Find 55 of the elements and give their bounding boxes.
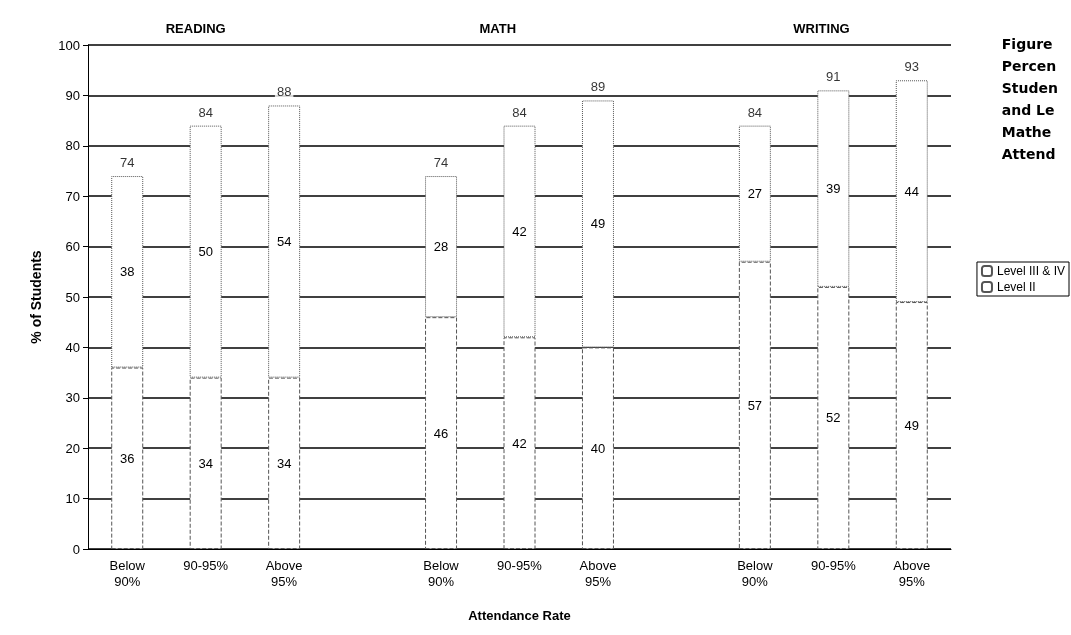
data-label: 52	[826, 410, 841, 426]
x-tick-label: Above 95%	[893, 557, 931, 589]
y-tick-label: 100	[58, 37, 80, 53]
x-tick-label: 90-95%	[497, 557, 543, 573]
x-tick-label: 90-95%	[810, 557, 857, 573]
total-label: 84	[198, 104, 213, 120]
legend-label: Level III & IV	[996, 264, 1066, 278]
y-tick-label: 10	[65, 491, 80, 507]
total-label: 84	[747, 104, 763, 120]
total-label: 74	[119, 155, 135, 171]
text: Figure Percen Studen and Le Mathe Attend	[1001, 36, 1059, 162]
data-label: 34	[276, 455, 292, 471]
data-label: 39	[826, 181, 841, 197]
y-tick-label: 50	[65, 289, 80, 305]
data-label: 54	[276, 234, 292, 250]
data-label: 38	[119, 264, 135, 280]
x-tick-label: Above 95%	[265, 557, 303, 589]
x-tick-label: Below 90%	[109, 557, 146, 589]
data-label: 46	[433, 425, 449, 441]
x-axis-title: Attendance Rate	[468, 608, 571, 623]
total-label: 84	[512, 104, 527, 120]
x-tick-label: Below 90%	[737, 557, 774, 589]
data-label: 28	[433, 239, 449, 255]
legend-label: Level II	[996, 280, 1036, 294]
data-label: 34	[198, 455, 213, 471]
text: MATH	[479, 21, 517, 36]
data-label: 27	[747, 186, 763, 202]
data-label: 42	[512, 223, 527, 239]
data-label: 36	[119, 450, 135, 466]
data-label: 40	[590, 440, 606, 456]
total-label: 91	[826, 69, 841, 85]
y-tick-label: 0	[72, 541, 80, 557]
data-label: 49	[590, 216, 606, 232]
x-tick-label: Below 90%	[423, 557, 460, 589]
y-tick-label: 70	[65, 188, 80, 204]
text: READING	[165, 21, 226, 36]
data-label: 57	[747, 397, 763, 413]
data-label: 50	[198, 244, 213, 260]
data-label: 44	[904, 183, 920, 199]
x-tick-label: 90-95%	[183, 557, 229, 573]
y-tick-label: 40	[65, 339, 80, 355]
text: WRITING	[793, 21, 850, 36]
total-label: 89	[590, 79, 606, 95]
y-axis-title: % of Students	[28, 250, 44, 344]
total-label: 88	[276, 84, 292, 100]
y-tick-label: 20	[65, 440, 80, 456]
y-tick-label: 30	[65, 390, 80, 406]
x-tick-label: Above 95%	[579, 557, 617, 589]
data-label: 49	[904, 418, 920, 434]
data-label: 42	[512, 435, 527, 451]
y-tick-label: 90	[65, 87, 80, 103]
total-label: 74	[433, 155, 449, 171]
y-tick-label: 60	[65, 239, 80, 255]
total-label: 93	[904, 59, 920, 75]
y-tick-label: 80	[65, 138, 80, 154]
